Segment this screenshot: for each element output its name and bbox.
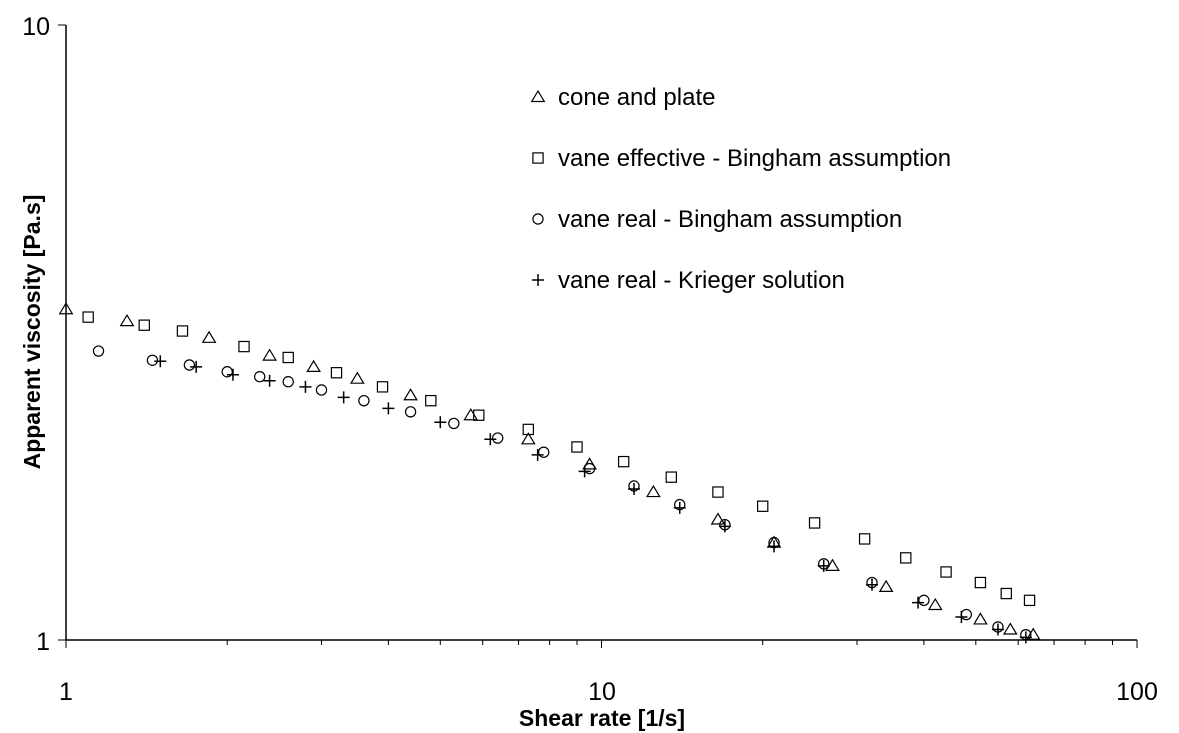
legend-marker-square [532, 152, 544, 164]
data-point-square [238, 340, 250, 353]
plot-frame [65, 25, 1137, 641]
data-point-circle [315, 384, 328, 396]
data-point-plus [190, 360, 203, 373]
data-point-triangle [520, 432, 536, 445]
data-point-triangle [927, 597, 943, 611]
legend: cone and plate vane effective - Bingham a… [530, 84, 951, 294]
data-point-triangle [58, 302, 74, 315]
legend-marker-triangle [530, 89, 546, 103]
data-point-square [940, 566, 952, 578]
data-point-square [665, 471, 677, 483]
data-point-triangle [306, 359, 321, 373]
data-point-plus [955, 610, 968, 623]
series-square [82, 311, 1036, 607]
y-tick-label-1: 1 [36, 628, 50, 656]
data-point-circle [146, 354, 159, 366]
y-axis-title: Apparent viscosity [Pa.s] [19, 195, 45, 470]
data-point-triangle [973, 612, 988, 625]
data-point-plus [263, 374, 276, 387]
data-point-plus [673, 501, 686, 514]
data-point-square [82, 311, 94, 323]
data-point-plus [531, 448, 544, 461]
data-point-circle [92, 345, 105, 357]
data-point-square [282, 351, 294, 364]
y-tick-label-10: 10 [22, 13, 50, 41]
data-point-square [138, 319, 150, 331]
data-point-plus [912, 596, 925, 609]
data-point-square [176, 325, 189, 337]
data-point-square [858, 533, 871, 545]
data-point-square [473, 409, 485, 421]
legend-label: cone and plate [558, 84, 715, 111]
data-point-triangle [403, 388, 418, 401]
data-point-square [712, 486, 724, 498]
data-marks [58, 302, 1041, 644]
data-point-plus [718, 520, 731, 533]
data-point-circle [358, 394, 370, 407]
data-point-square [900, 552, 912, 564]
data-point-square [1023, 594, 1036, 607]
data-point-plus [434, 416, 447, 429]
axis-ticks [58, 24, 1138, 648]
data-point-square [1000, 587, 1012, 600]
data-point-circle [538, 446, 550, 458]
data-point-circle [282, 376, 294, 388]
data-point-square [808, 517, 821, 529]
legend-label: vane effective - Bingham assumption [558, 145, 951, 172]
series-triangle [58, 302, 1041, 640]
data-point-plus [817, 559, 830, 572]
data-point-circle [492, 432, 504, 444]
data-point-square [757, 500, 769, 512]
data-point-square [330, 367, 343, 379]
data-point-plus [628, 483, 641, 496]
x-tick-label-100: 100 [1116, 678, 1158, 706]
data-point-triangle [349, 371, 365, 384]
data-point-triangle [119, 313, 135, 327]
data-point-plus [337, 391, 350, 404]
data-point-square [425, 394, 437, 407]
data-point-square [571, 441, 583, 453]
data-point-plus [1019, 631, 1032, 644]
data-point-triangle [262, 348, 277, 361]
data-point-circle [183, 359, 196, 371]
data-point-circle [448, 417, 460, 430]
data-point-square [376, 381, 389, 393]
x-tick-label-10: 10 [588, 678, 616, 706]
series-plus [154, 355, 1032, 644]
tick-labels: 1 10 100 1 10 [22, 13, 1158, 706]
data-point-plus [768, 540, 781, 553]
data-point-plus [226, 368, 239, 381]
data-point-circle [404, 406, 417, 418]
data-point-circle [254, 370, 266, 383]
data-point-plus [484, 433, 497, 446]
data-point-triangle [1025, 627, 1041, 640]
legend-label: vane real - Bingham assumption [558, 206, 902, 233]
data-point-plus [299, 380, 312, 393]
data-point-plus [866, 578, 879, 591]
data-point-square [974, 576, 987, 589]
x-tick-label-1: 1 [59, 678, 73, 706]
data-point-triangle [201, 330, 217, 343]
data-point-square [617, 455, 630, 468]
data-point-plus [991, 623, 1004, 636]
data-point-plus [154, 355, 167, 368]
legend-marker-circle [532, 213, 544, 225]
data-point-square [522, 423, 535, 436]
data-point-triangle [582, 457, 597, 470]
data-point-triangle [463, 408, 479, 421]
data-point-circle [918, 594, 930, 607]
data-point-plus [382, 402, 395, 415]
legend-label: vane real - Krieger solution [558, 267, 845, 294]
data-point-circle [960, 608, 973, 621]
legend-marker-plus [532, 274, 544, 286]
data-point-triangle [878, 579, 894, 592]
x-axis-title: Shear rate [1/s] [519, 705, 685, 731]
data-point-triangle [1002, 622, 1018, 635]
data-point-plus [578, 465, 591, 478]
data-point-triangle [710, 512, 726, 525]
series-circle [92, 345, 1032, 641]
data-point-triangle [646, 484, 661, 498]
